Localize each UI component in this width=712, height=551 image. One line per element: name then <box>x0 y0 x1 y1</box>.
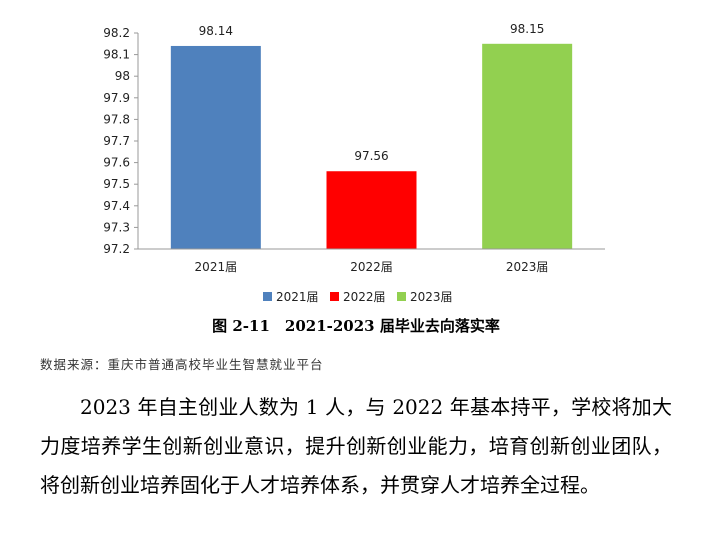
y-tick-label: 97.4 <box>103 199 130 213</box>
bar-chart: 97.2 97.3 97.4 97.5 97.6 97.7 97.8 97.9 98 98.1 98… <box>103 22 605 304</box>
y-tick-label: 98.1 <box>103 48 130 62</box>
x-axis: 2021届 2022届 2023届 <box>138 248 605 274</box>
bar <box>170 45 261 250</box>
y-axis: 97.2 97.3 97.4 97.5 97.6 97.7 97.8 97.9 98 98.1 98… <box>103 26 139 256</box>
y-tick-label: 97.5 <box>103 177 130 191</box>
data-label: 97.56 <box>354 149 388 163</box>
legend: 2021届 2022届 2023届 <box>263 290 453 304</box>
body-paragraph: 2023 年自主创业人数为 1 人，与 2022 年基本持平，学校将加大力度培养… <box>40 395 672 497</box>
bar <box>482 43 573 249</box>
x-category-label: 2023届 <box>506 260 549 274</box>
y-tick-label: 98.2 <box>103 26 130 40</box>
legend-label: 2023届 <box>410 290 453 304</box>
legend-label: 2021届 <box>276 290 319 304</box>
y-tick-label: 97.2 <box>103 242 130 256</box>
legend-swatch <box>397 292 406 301</box>
figure-caption: 图 2-11 2021-2023 届毕业去向落实率 <box>212 317 500 335</box>
y-tick-label: 97.8 <box>103 112 130 126</box>
data-label: 98.14 <box>199 24 233 38</box>
x-category-label: 2021届 <box>195 260 238 274</box>
y-tick-label: 97.6 <box>103 156 130 170</box>
legend-label: 2022届 <box>343 290 386 304</box>
y-tick-label: 98 <box>115 69 130 83</box>
y-tick-label: 97.3 <box>103 220 130 234</box>
y-tick-label: 97.7 <box>103 134 130 148</box>
bars: 98.14 97.56 98.15 <box>170 22 573 250</box>
x-category-label: 2022届 <box>350 260 393 274</box>
legend-swatch <box>263 292 272 301</box>
y-tick-label: 97.9 <box>103 91 130 105</box>
data-source: 数据来源：重庆市普通高校毕业生智慧就业平台 <box>40 357 324 372</box>
data-label: 98.15 <box>510 22 544 36</box>
legend-swatch <box>330 292 339 301</box>
bar <box>326 171 417 249</box>
